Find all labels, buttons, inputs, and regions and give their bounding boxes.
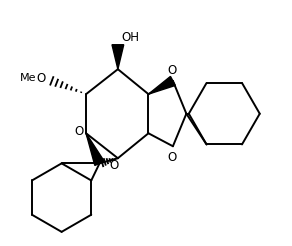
Polygon shape [112, 45, 124, 69]
Polygon shape [148, 77, 175, 94]
Text: Me: Me [20, 74, 36, 83]
Text: O: O [167, 151, 176, 164]
Polygon shape [86, 133, 104, 166]
Text: OH: OH [121, 31, 140, 44]
Text: O: O [36, 72, 46, 85]
Text: O: O [74, 125, 84, 138]
Text: O: O [110, 159, 119, 172]
Text: O: O [167, 63, 176, 77]
